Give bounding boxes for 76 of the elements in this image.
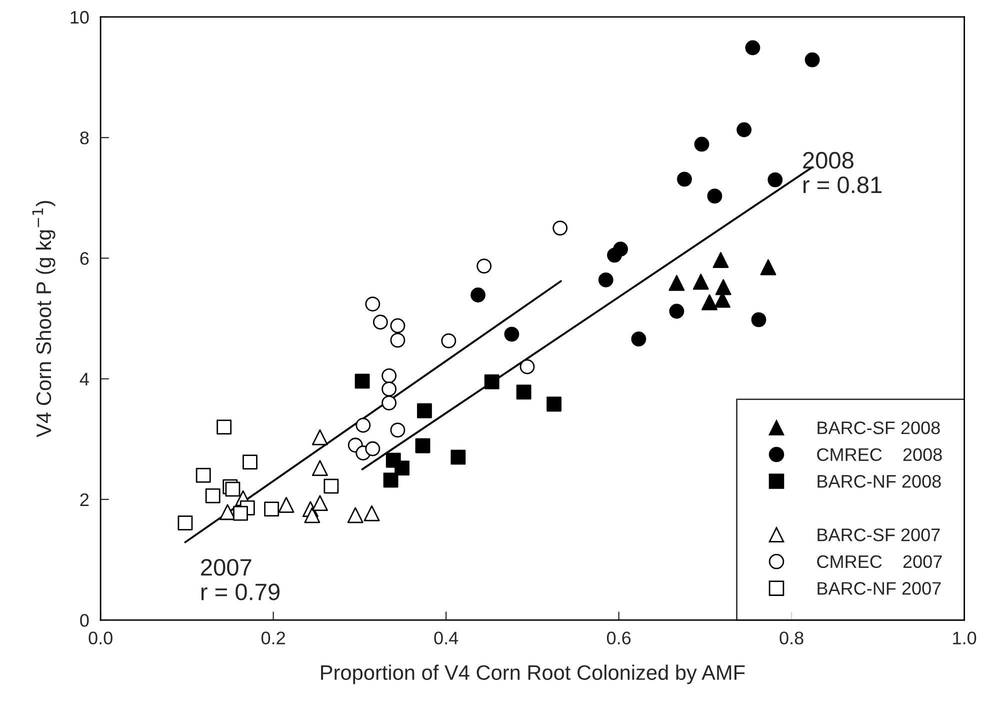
legend-label: BARC-NF 2008 — [818, 474, 941, 488]
point — [304, 507, 320, 524]
point — [804, 52, 820, 68]
point — [417, 403, 432, 418]
x-tick-label: 0.4 — [434, 632, 458, 644]
point — [676, 172, 692, 187]
point — [312, 460, 328, 476]
point — [707, 188, 722, 204]
point — [394, 460, 410, 476]
point — [751, 312, 766, 328]
point — [365, 441, 380, 456]
legend-label: BARC-NF 2007 — [818, 582, 941, 595]
point — [631, 332, 646, 346]
point — [441, 333, 456, 348]
y-axis-title: V4 Corn Shoot P (g kg$^{−1}$) — [32, 201, 56, 438]
point — [390, 318, 406, 334]
point — [242, 454, 258, 470]
point — [470, 288, 486, 302]
point — [476, 258, 492, 274]
point — [264, 502, 280, 517]
point — [712, 252, 729, 268]
point — [552, 220, 568, 236]
point — [692, 274, 709, 290]
point — [745, 40, 760, 56]
y-tick-label: 10 — [70, 10, 89, 24]
point — [702, 294, 718, 310]
y-tick-label: 2 — [80, 493, 89, 506]
point — [450, 450, 466, 465]
point — [760, 259, 776, 276]
point — [382, 395, 397, 410]
point — [484, 374, 500, 390]
point — [312, 429, 328, 446]
point — [390, 422, 406, 438]
point — [669, 304, 684, 319]
legend-label: BARC-SF 2008 — [818, 421, 940, 434]
point — [364, 505, 380, 522]
point — [736, 122, 752, 138]
point — [372, 314, 388, 330]
point — [607, 248, 622, 263]
point — [347, 507, 364, 524]
annotation: 2008 r = 0.81 — [803, 152, 882, 194]
point — [178, 515, 193, 530]
y-tick-label: 8 — [80, 132, 89, 144]
point — [205, 488, 220, 504]
point — [354, 374, 370, 389]
x-axis-title: Proportion of V4 Corn Root Colonized by AMF — [321, 664, 745, 684]
point — [365, 296, 380, 312]
point — [415, 438, 430, 454]
legend-label: CMREC 2007 — [817, 555, 942, 568]
point — [668, 274, 685, 291]
point — [233, 506, 248, 521]
annotation: 2007 r = 0.79 — [201, 559, 280, 600]
x-tick-label: 0.0 — [88, 632, 112, 644]
point — [768, 172, 783, 188]
point — [598, 272, 614, 288]
point — [216, 420, 232, 435]
x-tick-label: 0.2 — [261, 632, 285, 644]
point — [196, 468, 211, 483]
x-tick-label: 0.8 — [780, 632, 804, 644]
point — [694, 136, 710, 152]
point — [383, 472, 398, 488]
legend-label: BARC-SF 2007 — [818, 528, 940, 542]
point — [516, 384, 532, 400]
y-tick-label: 4 — [80, 372, 89, 386]
point — [312, 495, 328, 512]
x-tick-label: 1.0 — [953, 632, 976, 644]
point — [504, 326, 520, 342]
point — [546, 396, 562, 412]
y-tick-label: 6 — [80, 252, 89, 265]
point — [324, 478, 339, 494]
point — [715, 279, 732, 296]
x-tick-label: 0.6 — [606, 632, 631, 644]
y-tick-label: 0 — [80, 614, 89, 627]
point — [356, 418, 371, 433]
legend-label: CMREC 2008 — [817, 448, 942, 461]
point — [278, 496, 294, 513]
